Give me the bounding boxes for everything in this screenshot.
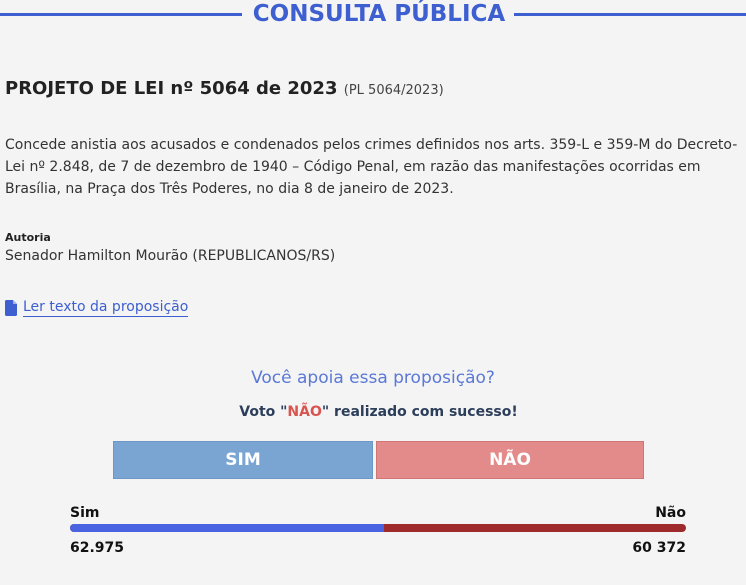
header-rule-right bbox=[514, 13, 746, 16]
vote-sim-button[interactable]: SIM bbox=[113, 441, 373, 479]
page-title: CONSULTA PÚBLICA bbox=[252, 1, 506, 27]
result-sim-label: Sim bbox=[70, 505, 100, 521]
result-nao-label: Não bbox=[655, 505, 686, 521]
vote-msg-choice: NÃO bbox=[287, 404, 322, 420]
vote-msg-prefix: Voto " bbox=[239, 404, 288, 420]
result-sim-count: 62.975 bbox=[70, 540, 125, 556]
vote-nao-button[interactable]: NÃO bbox=[376, 441, 644, 479]
document-icon bbox=[5, 300, 17, 316]
proposal-title: PROJETO DE LEI nº 5064 de 2023 (PL 5064/… bbox=[5, 78, 444, 99]
result-nao-count: 60 372 bbox=[632, 540, 686, 556]
vote-question: Você apoia essa proposição? bbox=[251, 368, 495, 388]
results-bar-sim-fill bbox=[70, 524, 385, 532]
vote-success-message: Voto "NÃO" realizado com sucesso! bbox=[0, 404, 746, 420]
vote-msg-suffix: " realizado com sucesso! bbox=[321, 404, 518, 420]
proposal-code: (PL 5064/2023) bbox=[343, 83, 444, 98]
read-proposal-link-text[interactable]: Ler texto da proposição bbox=[23, 299, 189, 317]
header-rule-left bbox=[0, 13, 242, 16]
results-bar bbox=[70, 524, 686, 532]
proposal-ementa: Concede anistia aos acusados e condenado… bbox=[5, 137, 738, 197]
proposal-title-text: PROJETO DE LEI nº 5064 de 2023 bbox=[5, 78, 338, 99]
header: CONSULTA PÚBLICA bbox=[0, 0, 746, 30]
autoria-value: Senador Hamilton Mourão (REPUBLICANOS/RS… bbox=[5, 248, 336, 264]
read-proposal-link[interactable]: Ler texto da proposição bbox=[5, 299, 189, 317]
autoria-label: Autoria bbox=[5, 231, 51, 244]
